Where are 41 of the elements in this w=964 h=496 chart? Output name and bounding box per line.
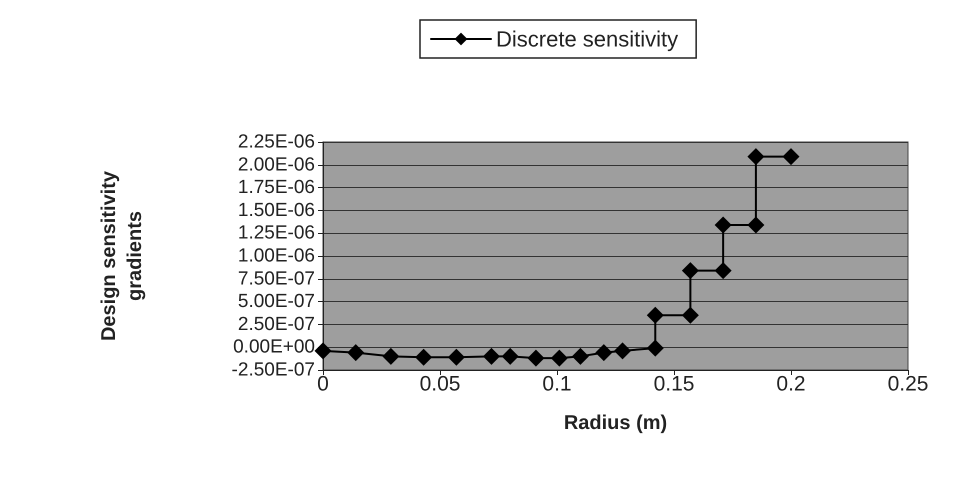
point <box>682 306 699 324</box>
point <box>714 262 732 280</box>
x-tick-label: 0 <box>317 372 329 396</box>
y-axis-title: Design sensitivity gradients <box>98 170 146 342</box>
point <box>415 348 432 366</box>
point <box>572 348 589 365</box>
x-tick-label: 0.1 <box>542 372 572 396</box>
point <box>682 262 699 280</box>
y-tick-label: 2.25E-06 <box>238 132 315 152</box>
y-tick-label: 7.50E-07 <box>238 268 315 290</box>
point <box>747 148 764 166</box>
point <box>550 350 568 367</box>
y-tick-label: 2.50E-07 <box>238 314 315 335</box>
point <box>782 148 800 166</box>
point <box>448 348 465 366</box>
y-tick-label: 2.00E-06 <box>238 154 315 176</box>
x-tick-label: 0.2 <box>776 372 806 396</box>
point <box>595 344 612 362</box>
point <box>527 350 544 367</box>
y-tick-label: 0.00E+00 <box>233 336 315 358</box>
point <box>482 348 500 365</box>
point <box>314 342 332 360</box>
point <box>382 348 400 365</box>
x-axis-title: Radius (m) <box>564 412 668 434</box>
point <box>714 216 732 234</box>
point <box>646 340 664 357</box>
x-tick-label: 0.25 <box>888 372 928 396</box>
point <box>347 344 364 362</box>
point <box>646 306 664 324</box>
point <box>614 342 632 360</box>
y-tick-label: 1.50E-06 <box>238 200 315 221</box>
y-tick-label: -2.50E-07 <box>232 360 315 380</box>
point <box>747 216 764 234</box>
y-tick-label: 5.00E-07 <box>238 291 315 312</box>
y-tick-label: 1.25E-06 <box>238 222 315 244</box>
x-tick-label: 0.15 <box>654 372 694 396</box>
x-tick-label: 0.05 <box>420 372 460 396</box>
legend-label: Discrete sensitivity <box>496 26 678 52</box>
y-tick-label: 1.75E-06 <box>238 177 315 198</box>
y-tick-label: 1.00E-06 <box>238 246 315 266</box>
point <box>502 348 519 365</box>
